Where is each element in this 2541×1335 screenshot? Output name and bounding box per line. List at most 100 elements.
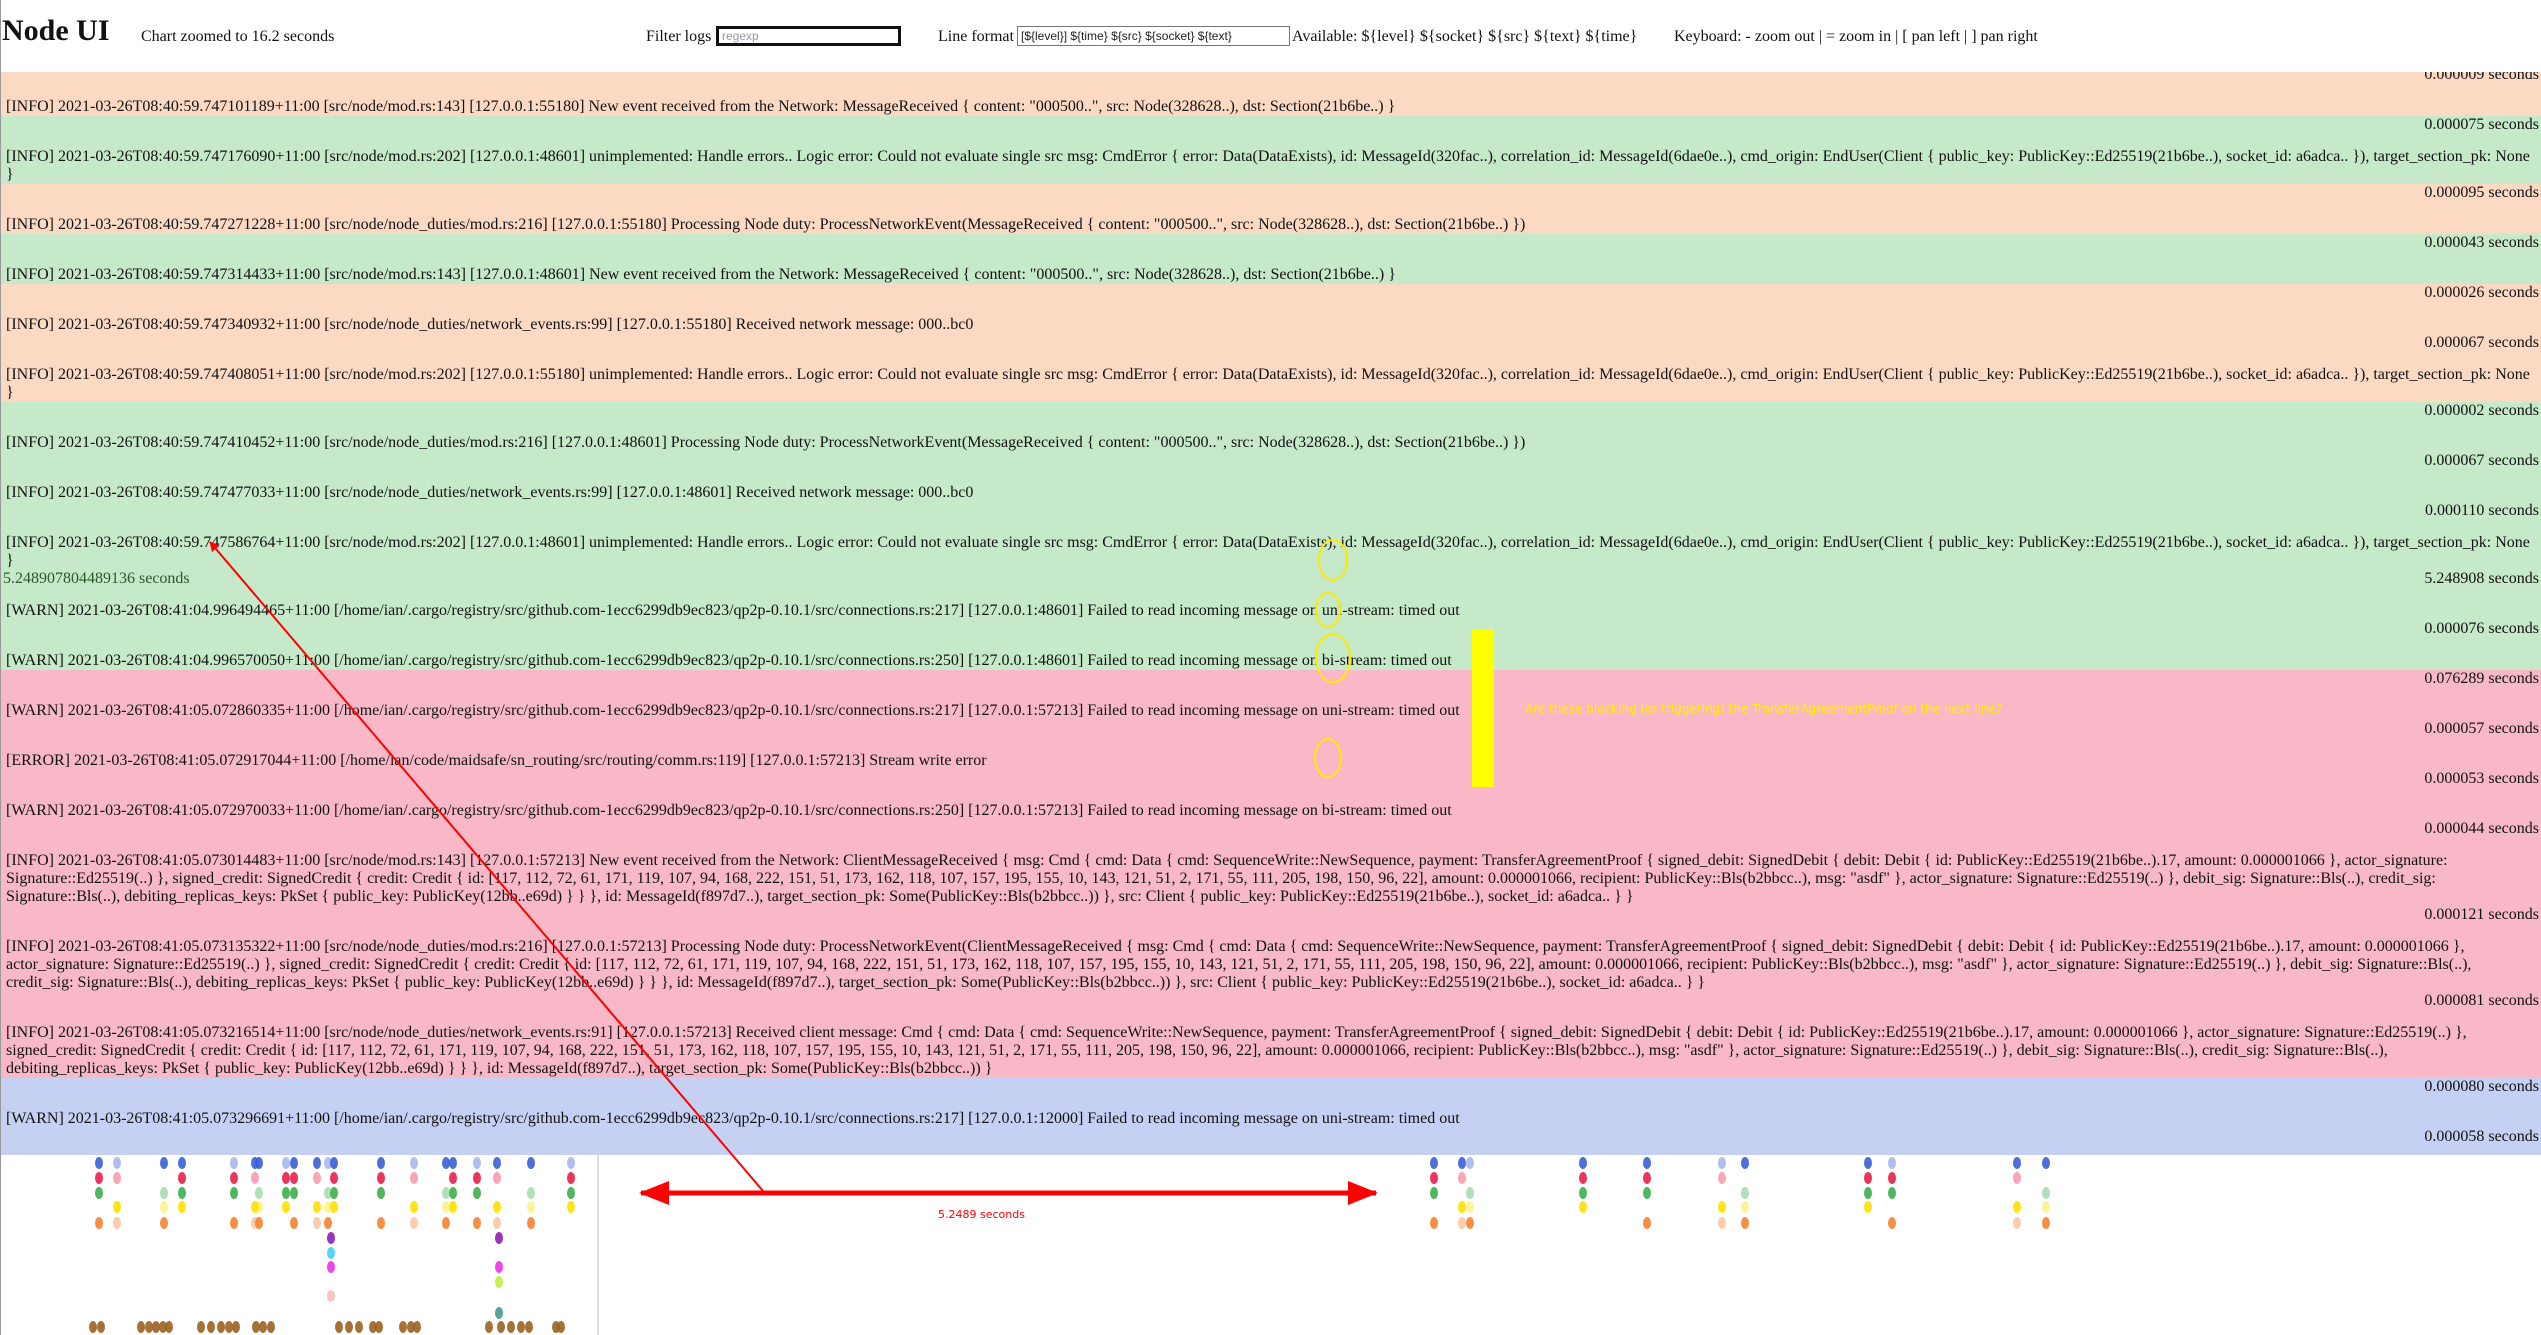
timeline-event-dot[interactable]: [407, 1321, 415, 1333]
timeline-event-dot[interactable]: [327, 1232, 335, 1244]
timeline-event-dot[interactable]: [493, 1172, 501, 1184]
timeline-event-dot[interactable]: [97, 1321, 105, 1333]
timeline-event-dot[interactable]: [178, 1201, 186, 1213]
timeline-event-dot[interactable]: [290, 1217, 298, 1229]
timeline-event-dot[interactable]: [1466, 1187, 1474, 1199]
timeline-event-dot[interactable]: [251, 1201, 259, 1213]
timeline-event-dot[interactable]: [230, 1187, 238, 1199]
timeline-event-dot[interactable]: [1741, 1157, 1749, 1169]
timeline-event-dot[interactable]: [259, 1321, 267, 1333]
timeline-event-dot[interactable]: [1864, 1172, 1872, 1184]
timeline-event-dot[interactable]: [495, 1232, 503, 1244]
timeline-event-dot[interactable]: [493, 1157, 501, 1169]
timeline-event-dot[interactable]: [137, 1321, 145, 1333]
timeline-event-dot[interactable]: [2042, 1201, 2050, 1213]
timeline-event-dot[interactable]: [567, 1172, 575, 1184]
timeline-event-dot[interactable]: [230, 1157, 238, 1169]
timeline-event-dot[interactable]: [1643, 1172, 1651, 1184]
timeline-event-dot[interactable]: [567, 1201, 575, 1213]
log-entry[interactable]: 0.000057 seconds [ERROR] 2021-03-26T08:41…: [1, 720, 2541, 770]
timeline-event-dot[interactable]: [113, 1217, 121, 1229]
timeline-event-dot[interactable]: [178, 1172, 186, 1184]
timeline-event-dot[interactable]: [1579, 1187, 1587, 1199]
timeline-event-dot[interactable]: [473, 1217, 481, 1229]
timeline-event-dot[interactable]: [399, 1321, 407, 1333]
timeline-event-dot[interactable]: [89, 1321, 97, 1333]
timeline-event-dot[interactable]: [1888, 1172, 1896, 1184]
timeline-event-dot[interactable]: [507, 1321, 515, 1333]
timeline-event-dot[interactable]: [252, 1321, 260, 1333]
timeline-event-dot[interactable]: [345, 1321, 353, 1333]
timeline-event-dot[interactable]: [207, 1321, 215, 1333]
timeline-event-dot[interactable]: [1718, 1217, 1726, 1229]
log-entry[interactable]: 0.000110 seconds [INFO] 2021-03-26T08:40:…: [1, 502, 2541, 570]
timeline-event-dot[interactable]: [160, 1217, 168, 1229]
timeline-event-dot[interactable]: [442, 1201, 450, 1213]
log-entry[interactable]: 0.000067 seconds [INFO] 2021-03-26T08:40:…: [1, 452, 2541, 502]
timeline-event-dot[interactable]: [2042, 1187, 2050, 1199]
timeline-event-dot[interactable]: [324, 1217, 332, 1229]
timeline-event-dot[interactable]: [282, 1201, 290, 1213]
timeline-event-dot[interactable]: [527, 1201, 535, 1213]
log-entry[interactable]: 0.000067 seconds [INFO] 2021-03-26T08:40:…: [1, 334, 2541, 402]
timeline-event-dot[interactable]: [152, 1321, 160, 1333]
timeline-event-dot[interactable]: [449, 1172, 457, 1184]
log-entry[interactable]: 0.000076 seconds [WARN] 2021-03-26T08:41:…: [1, 620, 2541, 670]
log-entry[interactable]: 0.000026 seconds [INFO] 2021-03-26T08:40:…: [1, 284, 2541, 334]
timeline-event-dot[interactable]: [2013, 1217, 2021, 1229]
timeline-event-dot[interactable]: [165, 1321, 173, 1333]
timeline-event-dot[interactable]: [413, 1321, 421, 1333]
timeline-event-dot[interactable]: [493, 1217, 501, 1229]
timeline-event-dot[interactable]: [197, 1321, 205, 1333]
timeline-event-dot[interactable]: [525, 1321, 533, 1333]
log-entry[interactable]: 0.076289 seconds [WARN] 2021-03-26T08:41:…: [1, 670, 2541, 720]
timeline-event-dot[interactable]: [495, 1261, 503, 1273]
log-entry[interactable]: 0.000044 seconds [INFO] 2021-03-26T08:41:…: [1, 820, 2541, 906]
log-entry[interactable]: 0.000002 seconds [INFO] 2021-03-26T08:40:…: [1, 402, 2541, 452]
timeline-event-dot[interactable]: [449, 1157, 457, 1169]
timeline-event-dot[interactable]: [1643, 1187, 1651, 1199]
timeline-event-dot[interactable]: [225, 1321, 233, 1333]
timeline-event-dot[interactable]: [324, 1201, 332, 1213]
timeline-event-dot[interactable]: [1864, 1201, 1872, 1213]
timeline-event-dot[interactable]: [493, 1201, 501, 1213]
timeline-event-dot[interactable]: [2013, 1157, 2021, 1169]
timeline-event-dot[interactable]: [1718, 1201, 1726, 1213]
timeline-event-dot[interactable]: [527, 1217, 535, 1229]
timeline-event-dot[interactable]: [2013, 1201, 2021, 1213]
timeline-event-dot[interactable]: [335, 1321, 343, 1333]
log-entry[interactable]: 0.000081 seconds [INFO] 2021-03-26T08:41:…: [1, 992, 2541, 1078]
timeline-event-dot[interactable]: [113, 1157, 121, 1169]
filter-logs-input[interactable]: [716, 26, 901, 46]
timeline-event-dot[interactable]: [327, 1290, 335, 1302]
timeline-event-dot[interactable]: [485, 1321, 493, 1333]
log-entry[interactable]: 0.000058 seconds[ERROR] 2021-03-26T08:41…: [1, 1128, 2541, 1155]
timeline-event-dot[interactable]: [1888, 1217, 1896, 1229]
timeline-event-dot[interactable]: [1888, 1187, 1896, 1199]
timeline-event-dot[interactable]: [377, 1217, 385, 1229]
timeline-event-dot[interactable]: [95, 1172, 103, 1184]
timeline-event-dot[interactable]: [557, 1321, 565, 1333]
timeline-event-dot[interactable]: [113, 1201, 121, 1213]
timeline-event-dot[interactable]: [330, 1172, 338, 1184]
timeline-event-dot[interactable]: [1430, 1217, 1438, 1229]
timeline-event-dot[interactable]: [567, 1187, 575, 1199]
timeline-event-dot[interactable]: [95, 1217, 103, 1229]
timeline-event-dot[interactable]: [313, 1217, 321, 1229]
timeline-event-dot[interactable]: [473, 1187, 481, 1199]
timeline-event-dot[interactable]: [327, 1261, 335, 1273]
log-entry[interactable]: 0.000009 seconds [INFO] 2021-03-26T08:40:…: [1, 72, 2541, 116]
timeline-event-dot[interactable]: [449, 1187, 457, 1199]
timeline-event-dot[interactable]: [178, 1157, 186, 1169]
timeline-event-dot[interactable]: [1579, 1157, 1587, 1169]
timeline-event-dot[interactable]: [1458, 1172, 1466, 1184]
timeline-event-dot[interactable]: [473, 1157, 481, 1169]
timeline-event-dot[interactable]: [290, 1172, 298, 1184]
timeline-event-dot[interactable]: [517, 1321, 525, 1333]
timeline-event-dot[interactable]: [1430, 1172, 1438, 1184]
timeline-event-dot[interactable]: [377, 1157, 385, 1169]
timeline-event-dot[interactable]: [1718, 1172, 1726, 1184]
timeline-event-dot[interactable]: [327, 1247, 335, 1259]
timeline-event-dot[interactable]: [330, 1157, 338, 1169]
timeline-event-dot[interactable]: [2013, 1172, 2021, 1184]
